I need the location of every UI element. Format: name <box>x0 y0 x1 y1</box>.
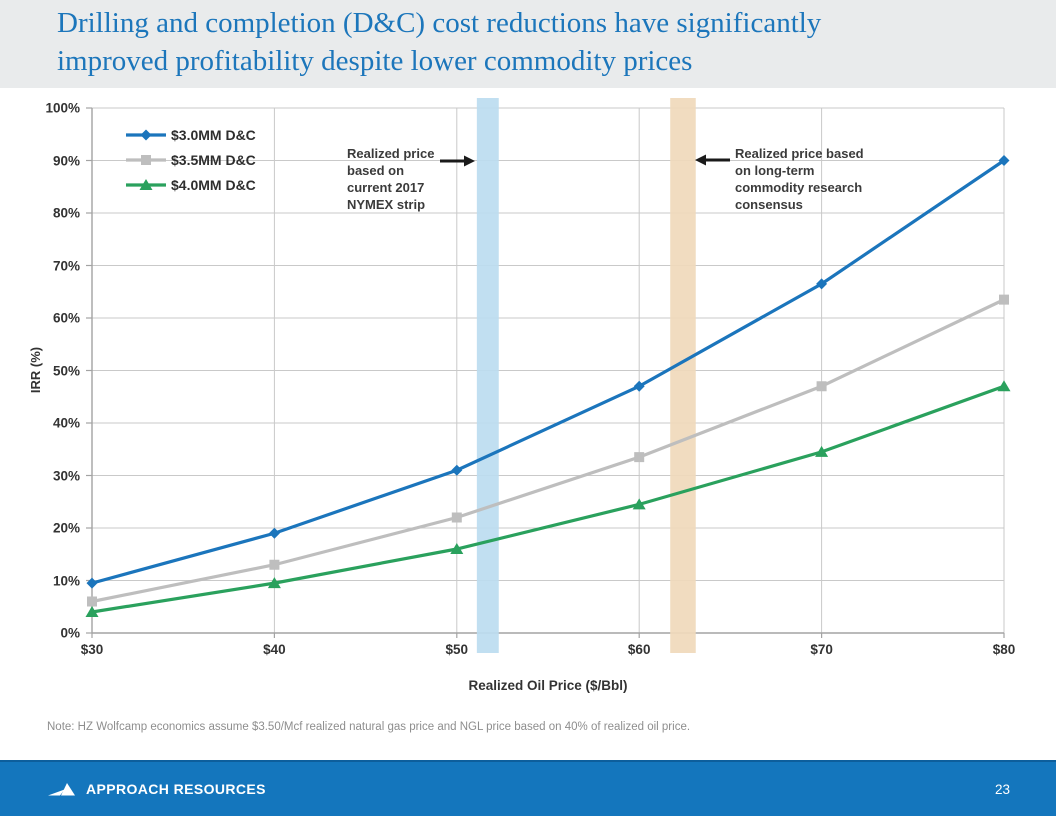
annotation-nymex-strip: Realized price based on current 2017 NYM… <box>347 146 435 212</box>
square-marker <box>634 452 645 463</box>
y-axis-tick-label: 0% <box>60 625 80 641</box>
x-axis-tick-label: $30 <box>80 642 104 657</box>
diamond-legend-marker-icon <box>126 129 166 141</box>
triangle-marker <box>85 606 99 617</box>
title-band: Drilling and completion (D&C) cost reduc… <box>0 0 1056 88</box>
square-marker <box>816 381 827 392</box>
x-axis-tick-label: $40 <box>263 642 286 657</box>
y-axis-tick-label: 80% <box>52 205 80 221</box>
left-arrow-icon <box>695 154 730 166</box>
x-axis-tick-label: $50 <box>445 642 469 657</box>
triangle-marker <box>267 577 281 589</box>
nymex-strip-band <box>476 98 499 653</box>
x-axis-tick-label: $60 <box>627 642 651 657</box>
diamond-marker <box>633 380 645 392</box>
legend-label: $3.5MM D&C <box>171 152 256 168</box>
page-number: 23 <box>994 781 1010 797</box>
y-axis-tick-label: 20% <box>52 520 80 536</box>
triangle-marker <box>997 380 1011 392</box>
triangle-marker <box>139 179 153 190</box>
diamond-marker <box>451 464 463 476</box>
x-axis-tick-label: $70 <box>810 642 833 657</box>
footer-brand: APPROACH RESOURCES <box>86 781 266 797</box>
diamond-marker <box>86 577 98 589</box>
series-line <box>91 384 1005 614</box>
square-marker <box>451 512 462 523</box>
footer-bar: APPROACH RESOURCES 23 <box>0 760 1056 816</box>
square-marker <box>269 559 280 570</box>
triangle-marker <box>450 543 464 554</box>
y-axis-tick-label: 70% <box>52 258 80 273</box>
y-axis-tick-label: 10% <box>52 573 80 588</box>
legend-label: $3.0MM D&C <box>171 127 256 143</box>
diamond-marker <box>998 155 1010 166</box>
square-legend-marker-icon <box>126 155 166 165</box>
approach-logo-icon <box>48 782 75 795</box>
y-axis-tick-label: 40% <box>52 415 80 431</box>
diamond-marker <box>268 527 280 539</box>
y-axis-tick-label: 30% <box>52 468 80 483</box>
chart-plot-area: 0% 10% 20% 30% 40% 50% 60% 70% 80% 90% 100% $30 $40… <box>28 98 1015 693</box>
triangle-marker <box>815 445 829 457</box>
square-marker <box>87 596 97 607</box>
y-axis-tick-label: 100% <box>45 100 80 116</box>
series-line <box>91 159 1005 585</box>
diamond-marker <box>816 278 828 290</box>
legend-label: $4.0MM D&C <box>171 177 256 193</box>
y-axis-tick-label: 90% <box>52 153 80 168</box>
long-term-consensus-band <box>670 98 696 653</box>
x-axis-tick-label: $80 <box>992 642 1016 657</box>
legend-item: $3.5MM D&C <box>126 149 256 171</box>
series-line <box>91 298 1005 604</box>
diamond-marker <box>140 129 152 141</box>
triangle-legend-marker-icon <box>126 179 166 190</box>
triangle-marker <box>632 498 646 510</box>
legend-item: $4.0MM D&C <box>126 174 256 196</box>
y-axis-tick-label: 50% <box>52 363 80 378</box>
square-marker <box>999 294 1009 305</box>
legend-item: $3.0MM D&C <box>126 124 256 146</box>
legend: $3.0MM D&C $3.5MM D&C $4.0MM D&C <box>126 124 256 196</box>
y-axis-tick-label: 60% <box>52 310 80 326</box>
slide-title: Drilling and completion (D&C) cost reduc… <box>57 7 822 77</box>
y-axis-title: IRR (%) <box>28 346 43 394</box>
annotation-long-term-consensus: Realized price based on long-term commod… <box>735 146 864 212</box>
footnote: Note: HZ Wolfcamp economics assume $3.50… <box>47 721 691 733</box>
square-marker <box>141 155 151 165</box>
chart-canvas <box>85 98 1011 653</box>
x-axis-title: Realized Oil Price ($/Bbl) <box>468 678 628 693</box>
right-arrow-icon <box>440 155 475 167</box>
